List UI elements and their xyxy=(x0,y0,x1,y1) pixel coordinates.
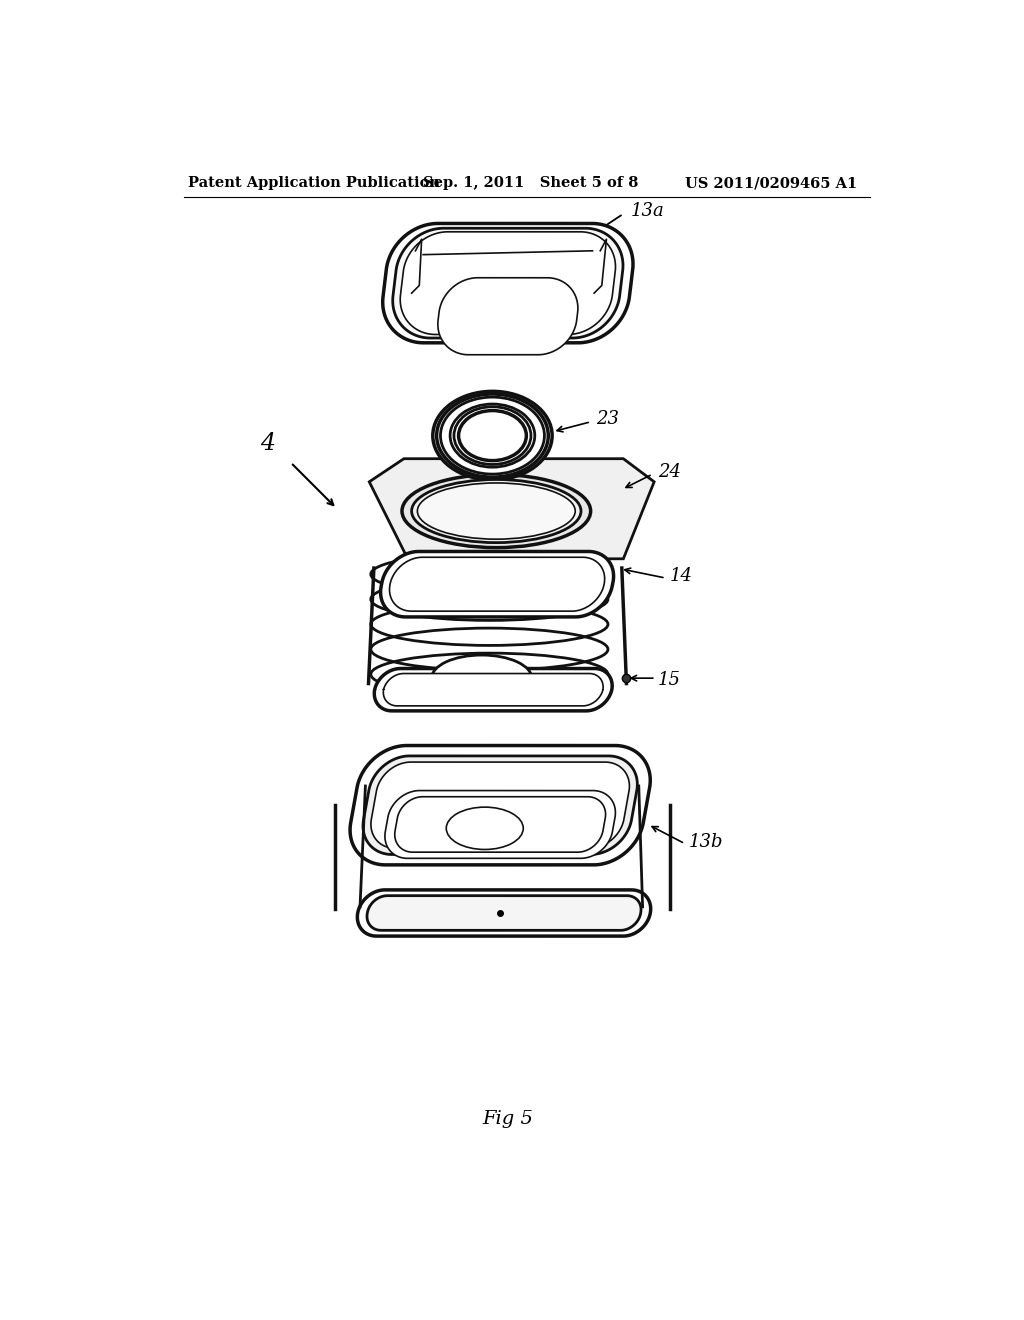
Polygon shape xyxy=(371,762,630,849)
Text: 23: 23 xyxy=(596,411,620,429)
Polygon shape xyxy=(383,673,603,706)
Text: 13b: 13b xyxy=(689,833,723,851)
Ellipse shape xyxy=(436,395,548,478)
Text: Fig 5: Fig 5 xyxy=(482,1110,534,1129)
Polygon shape xyxy=(381,552,613,616)
Polygon shape xyxy=(400,232,615,334)
Text: 4: 4 xyxy=(260,432,275,455)
Text: 24: 24 xyxy=(658,463,681,480)
Polygon shape xyxy=(375,668,612,711)
Polygon shape xyxy=(367,896,641,931)
Text: 15: 15 xyxy=(658,672,681,689)
Ellipse shape xyxy=(412,479,581,543)
Ellipse shape xyxy=(451,404,535,467)
Ellipse shape xyxy=(454,407,531,465)
Ellipse shape xyxy=(459,411,526,461)
Polygon shape xyxy=(438,277,578,355)
Text: US 2011/0209465 A1: US 2011/0209465 A1 xyxy=(685,176,857,190)
Ellipse shape xyxy=(402,474,591,548)
Polygon shape xyxy=(393,228,623,338)
Ellipse shape xyxy=(432,655,531,701)
Ellipse shape xyxy=(418,483,575,539)
Polygon shape xyxy=(383,223,633,343)
Text: Sep. 1, 2011   Sheet 5 of 8: Sep. 1, 2011 Sheet 5 of 8 xyxy=(423,176,639,190)
Polygon shape xyxy=(362,756,637,854)
Polygon shape xyxy=(389,557,604,611)
Text: 13a: 13a xyxy=(631,202,665,219)
Polygon shape xyxy=(357,890,650,936)
Polygon shape xyxy=(385,791,615,858)
Text: 14: 14 xyxy=(670,566,692,585)
Ellipse shape xyxy=(446,807,523,850)
Text: Patent Application Publication: Patent Application Publication xyxy=(188,176,440,190)
Polygon shape xyxy=(350,746,650,865)
Polygon shape xyxy=(370,459,654,558)
Ellipse shape xyxy=(433,391,552,480)
Polygon shape xyxy=(395,797,605,853)
Ellipse shape xyxy=(440,397,545,474)
